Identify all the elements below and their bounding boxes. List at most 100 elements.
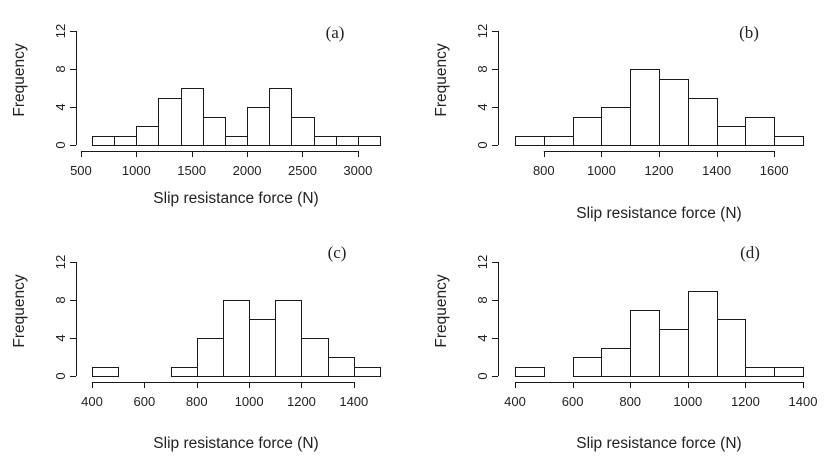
histogram-bar (291, 117, 315, 146)
x-tick-label: 2000 (233, 163, 262, 178)
x-tick-label: 2500 (288, 163, 317, 178)
histogram-bar (223, 300, 250, 377)
panel-label: (d) (740, 243, 760, 262)
histogram-bar (136, 126, 159, 146)
histogram-bar (515, 136, 545, 146)
y-tick-label: 12 (53, 255, 68, 269)
histogram-bar (275, 300, 302, 377)
x-tick-label: 1500 (177, 163, 206, 178)
y-tick-label: 12 (53, 24, 68, 38)
histogram-bar (601, 348, 631, 377)
histogram-bar (269, 88, 292, 146)
histogram-bar (515, 367, 545, 377)
histogram-bar (573, 117, 602, 146)
histogram-bar (328, 357, 355, 377)
x-axis-title: Slip resistance force (N) (576, 205, 741, 222)
x-tick-label: 1400 (339, 394, 368, 409)
histogram-bar (688, 98, 718, 146)
x-axis-d: 400 600 800 1000 1200 1400 (504, 382, 817, 409)
y-tick-label: 4 (475, 334, 490, 341)
x-axis-title: Slip resistance force (N) (153, 435, 318, 452)
histogram-bar (745, 367, 775, 377)
x-tick-label: 800 (533, 163, 555, 178)
histogram-bar (247, 107, 270, 146)
histogram-bar (158, 98, 182, 146)
y-tick-label: 8 (475, 65, 490, 72)
histogram-bar (354, 367, 381, 377)
x-tick-label: 1600 (760, 163, 789, 178)
histogram-panel-a: 500 1000 1500 2000 2500 3000 0 4 8 12 Frequency Sli… (11, 23, 381, 207)
y-tick-label: 0 (53, 141, 68, 148)
x-axis-c: 400 600 800 1000 1200 1400 (81, 382, 368, 409)
histogram-bar (92, 136, 115, 146)
y-tick-label: 12 (475, 24, 490, 38)
histogram-bar (774, 367, 804, 377)
x-tick-label: 1000 (235, 394, 264, 409)
histogram-bar (171, 367, 198, 377)
histogram-bar (114, 136, 137, 146)
histogram-bar (688, 291, 718, 377)
histogram-bar (203, 117, 226, 146)
y-axis-d: 0 4 8 12 (475, 255, 499, 380)
histogram-panel-d: 400 600 800 1000 1200 1400 0 4 8 12 Frequency Slip … (433, 243, 817, 452)
histogram-bar (659, 329, 689, 377)
histogram-bar (314, 136, 337, 146)
x-tick-label: 1200 (287, 394, 316, 409)
histogram-bar (774, 136, 804, 146)
y-axis-c: 0 4 8 12 (53, 255, 77, 380)
histogram-bar (717, 126, 746, 146)
x-tick-label: 1400 (789, 394, 818, 409)
panel-label: (a) (326, 23, 345, 42)
histogram-panel-b: 800 1000 1200 1400 1600 0 4 8 12 Frequency Slip re… (433, 23, 804, 222)
x-tick-label: 1000 (122, 163, 151, 178)
x-tick-label: 600 (134, 394, 156, 409)
x-tick-label: 1000 (587, 163, 616, 178)
histogram-panel-c: 400 600 800 1000 1200 1400 0 4 8 12 Frequency Slip … (11, 243, 381, 452)
x-tick-label: 400 (504, 394, 526, 409)
histogram-bar (544, 136, 574, 146)
x-tick-label: 600 (562, 394, 584, 409)
x-tick-label: 1200 (731, 394, 760, 409)
y-axis-b: 0 4 8 12 (475, 24, 499, 149)
y-tick-label: 4 (53, 334, 68, 341)
histogram-bar (197, 338, 224, 377)
y-tick-label: 4 (475, 103, 490, 110)
y-tick-label: 12 (475, 255, 490, 269)
x-tick-label: 3000 (343, 163, 372, 178)
y-tick-label: 8 (475, 296, 490, 303)
panel-label: (b) (739, 23, 759, 42)
y-tick-label: 0 (475, 141, 490, 148)
x-tick-label: 800 (186, 394, 208, 409)
histogram-bar (181, 88, 204, 146)
y-tick-label: 0 (475, 372, 490, 379)
x-tick-label: 1400 (702, 163, 731, 178)
histogram-bar (358, 136, 381, 146)
x-tick-label: 800 (619, 394, 641, 409)
x-tick-label: 500 (70, 163, 92, 178)
histogram-bar (92, 367, 119, 377)
histogram-bar (573, 357, 602, 377)
x-axis-title: Slip resistance force (N) (576, 435, 741, 452)
histogram-bar (630, 69, 660, 146)
histogram-bar (745, 117, 775, 146)
histogram-bar (249, 319, 276, 377)
y-axis-title: Frequency (11, 43, 28, 116)
histogram-bar (601, 107, 631, 146)
y-axis-title: Frequency (433, 274, 450, 347)
histogram-bar (659, 79, 689, 146)
x-axis-a: 500 1000 1500 2000 2500 3000 (70, 151, 372, 178)
histogram-bar (336, 136, 359, 146)
panel-label: (c) (328, 243, 347, 262)
y-tick-label: 8 (53, 296, 68, 303)
histogram-bar (301, 338, 329, 377)
x-axis-title: Slip resistance force (N) (153, 190, 318, 207)
y-axis-title: Frequency (433, 43, 450, 116)
histogram-bar (225, 136, 248, 146)
x-tick-label: 1000 (673, 394, 702, 409)
y-axis-a: 0 4 8 12 (53, 24, 77, 149)
y-axis-title: Frequency (11, 274, 28, 347)
histogram-bar (630, 310, 660, 377)
x-tick-label: 400 (81, 394, 103, 409)
y-tick-label: 0 (53, 372, 68, 379)
